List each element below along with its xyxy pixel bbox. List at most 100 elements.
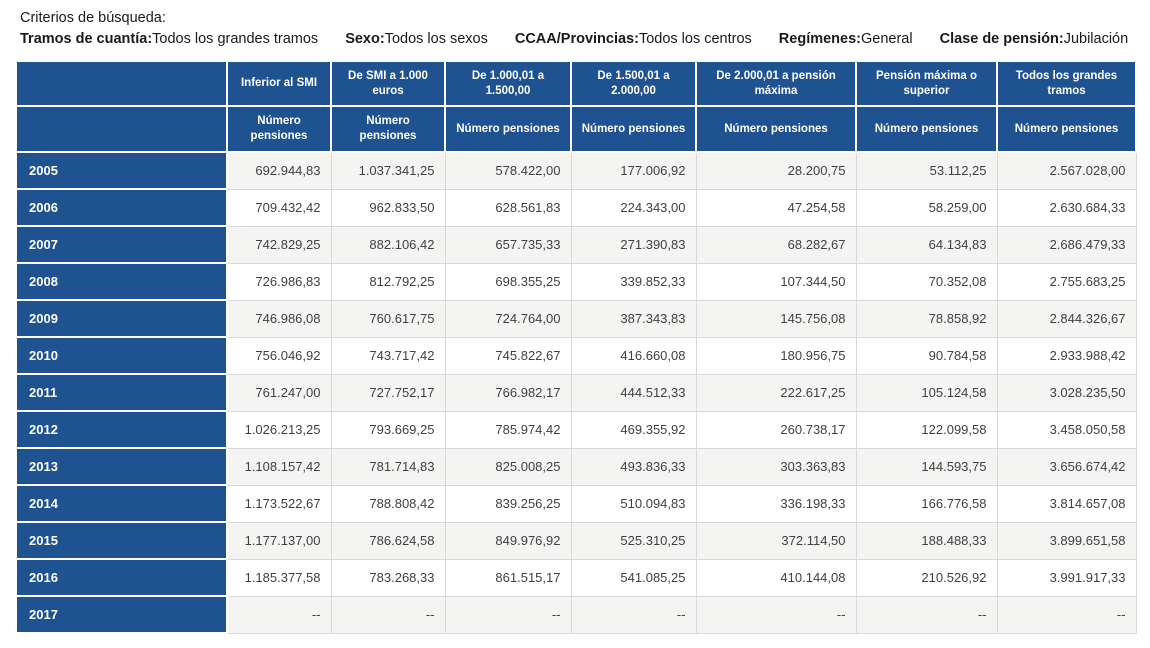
table-cell: 47.254,58 [695,188,857,227]
table-cell: 756.046,92 [226,336,332,375]
table-cell: 882.106,42 [330,225,446,264]
table-cell: 260.738,17 [695,410,857,449]
row-year-header: 2010 [15,336,228,376]
table-cell: 1.108.157,42 [226,447,332,486]
table-cell: 2.844.326,67 [996,299,1137,338]
table-cell: 3.028.235,50 [996,373,1137,412]
filter-label: Regímenes: [778,31,861,48]
table-cell: 3.458.050,58 [996,410,1137,449]
table-cell: 861.515,17 [444,558,572,597]
table-cell: 1.185.377,58 [226,558,332,597]
table-cell: 727.752,17 [330,373,446,412]
column-header: De 1.500,01 a 2.000,00 [570,60,697,108]
table-cell: 372.114,50 [695,521,857,560]
table-cell: -- [330,595,446,634]
table-cell: 788.808,42 [330,484,446,523]
table-row: 2015 1.177.137,00 786.624,58 849.976,92 525.… [15,521,1137,561]
row-year-header: 2005 [15,151,228,191]
table-cell: 692.944,83 [226,151,332,190]
filter-label: Sexo: [345,31,385,48]
table-row: 2016 1.185.377,58 783.268,33 861.515,17 541.… [15,558,1137,598]
table-cell: 1.177.137,00 [226,521,332,560]
table-cell: 416.660,08 [570,336,697,375]
filter-group: Tramos de cuantía:Todos los grandes tram… [20,31,318,47]
column-subheader: Número pensiones [570,105,697,154]
row-year-header: 2016 [15,558,228,598]
table-cell: -- [996,595,1137,634]
table-cell: 628.561,83 [444,188,572,227]
table-cell: 1.173.522,67 [226,484,332,523]
table-cell: 793.669,25 [330,410,446,449]
table-cell: 1.026.213,25 [226,410,332,449]
table-cell: 53.112,25 [855,151,998,190]
table-cell: 3.899.651,58 [996,521,1137,560]
header-row-subheaders: Número pensiones Número pensiones Número p… [15,105,1137,154]
corner-subcell [15,105,228,154]
filter-value: Todos los grandes tramos [152,31,319,48]
table-cell: 849.976,92 [444,521,572,560]
table-cell: 766.982,17 [444,373,572,412]
row-year-header: 2011 [15,373,228,413]
table-cell: -- [226,595,332,634]
table-cell: 761.247,00 [226,373,332,412]
table-row: 2006 709.432,42 962.833,50 628.561,83 224.34… [15,188,1137,228]
table-cell: 339.852,33 [570,262,697,301]
filter-label: Tramos de cuantía: [20,31,153,48]
table-cell: 724.764,00 [444,299,572,338]
table-row: 2005 692.944,83 1.037.341,25 578.422,00 177.… [15,151,1137,191]
table-cell: 180.956,75 [695,336,857,375]
filter-value: Todos los centros [638,31,752,48]
row-year-header: 2013 [15,447,228,487]
table-cell: 271.390,83 [570,225,697,264]
table-cell: 962.833,50 [330,188,446,227]
row-year-header: 2017 [15,595,228,635]
table-cell: 3.814.657,08 [996,484,1137,523]
table-row: 2012 1.026.213,25 793.669,25 785.974,42 469.… [15,410,1137,450]
table-cell: 387.343,83 [570,299,697,338]
table-cell: 525.310,25 [570,521,697,560]
header-row-groups: Inferior al SMI De SMI a 1.000 euros De 1.… [15,60,1137,108]
table-cell: 3.656.674,42 [996,447,1137,486]
table-cell: 698.355,25 [444,262,572,301]
filter-label: Clase de pensión: [939,31,1064,48]
table-row: 2014 1.173.522,67 788.808,42 839.256,25 510.… [15,484,1137,524]
table-cell: 166.776,58 [855,484,998,523]
table-cell: 2.567.028,00 [996,151,1137,190]
table-row: 2007 742.829,25 882.106,42 657.735,33 271.39… [15,225,1137,265]
column-header: Pensión máxima o superior [855,60,998,108]
table-cell: 2.686.479,33 [996,225,1137,264]
table-cell: -- [695,595,857,634]
table-head: Inferior al SMI De SMI a 1.000 euros De 1.… [15,60,1137,154]
table-cell: 2.933.988,42 [996,336,1137,375]
table-cell: 224.343,00 [570,188,697,227]
row-year-header: 2009 [15,299,228,339]
table-cell: 28.200,75 [695,151,857,190]
table-cell: 78.858,92 [855,299,998,338]
table-cell: 657.735,33 [444,225,572,264]
table-cell: 410.144,08 [695,558,857,597]
table-cell: 145.756,08 [695,299,857,338]
row-year-header: 2006 [15,188,228,228]
table-cell: 105.124,58 [855,373,998,412]
table-cell: 510.094,83 [570,484,697,523]
table-row: 2011 761.247,00 727.752,17 766.982,17 444.51… [15,373,1137,413]
filter-group: Sexo:Todos los sexos [345,31,488,47]
table-cell: 144.593,75 [855,447,998,486]
table-cell: -- [570,595,697,634]
table-cell: 493.836,33 [570,447,697,486]
row-year-header: 2007 [15,225,228,265]
table-cell: 785.974,42 [444,410,572,449]
table-cell: 336.198,33 [695,484,857,523]
table-cell: 58.259,00 [855,188,998,227]
table-cell: 839.256,25 [444,484,572,523]
table-cell: 3.991.917,33 [996,558,1137,597]
table-cell: 578.422,00 [444,151,572,190]
column-header: De SMI a 1.000 euros [330,60,446,108]
table-row: 2009 746.986,08 760.617,75 724.764,00 387.34… [15,299,1137,339]
table-cell: 541.085,25 [570,558,697,597]
column-header: Inferior al SMI [226,60,332,108]
table-cell: 783.268,33 [330,558,446,597]
column-subheader: Número pensiones [695,105,857,154]
table-row: 2010 756.046,92 743.717,42 745.822,67 416.66… [15,336,1137,376]
table-cell: 745.822,67 [444,336,572,375]
